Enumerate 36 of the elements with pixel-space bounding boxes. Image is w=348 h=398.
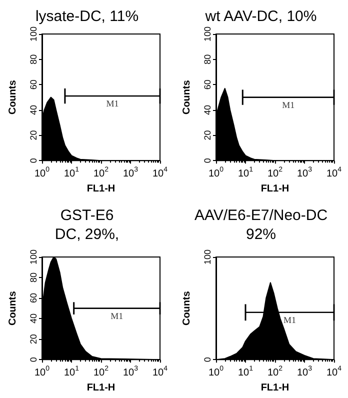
y-tick-label: 60 [202, 80, 212, 90]
y-tick-label: 40 [28, 314, 38, 324]
series-label: M1 [110, 310, 124, 321]
y-tick-label: 20 [28, 130, 38, 140]
x-axis-title: FL1-H [86, 184, 116, 194]
y-tick-label: 60 [28, 293, 38, 304]
y-axis-title: Counts [8, 290, 18, 326]
y-tick-label: 20 [202, 130, 212, 140]
y-tick-label: 100 [28, 26, 38, 42]
series-label: M1 [283, 314, 296, 325]
y-tick-label: 80 [28, 54, 38, 64]
y-tick-label: 40 [28, 104, 38, 115]
y-tick-label: 80 [202, 54, 212, 64]
chart-title: AAV/E6-E7/Neo-DC 92% [194, 207, 328, 243]
x-axis-title: FL1-H [260, 184, 290, 194]
y-tick-label: 0 [28, 357, 38, 362]
y-tick-label: 80 [28, 272, 38, 283]
y-tick-label: 0 [202, 357, 212, 362]
chart-title: wt AAV-DC, 10% [204, 8, 317, 25]
y-tick-label: 100 [202, 26, 212, 42]
x-axis-title: FL1-H [260, 382, 290, 394]
series-label: M1 [106, 98, 119, 109]
y-tick-label: 100 [28, 249, 38, 265]
y-tick-label: 0 [202, 158, 212, 164]
y-tick-label: 40 [202, 104, 212, 115]
y-axis-title: Counts [182, 80, 192, 115]
y-axis-title: Counts [8, 80, 18, 115]
chart-title: lysate-DC, 11% [35, 8, 139, 25]
y-tick-label: 20 [28, 334, 38, 344]
y-axis-title: Counts [182, 290, 192, 326]
chart-title: GST-E6 DC, 29%, [54, 207, 120, 243]
y-tick-label: 60 [28, 80, 38, 90]
series-label: M1 [282, 100, 295, 110]
x-axis-title: FL1-H [86, 382, 116, 394]
y-tick-label: 0 [28, 158, 38, 164]
y-tick-label: 100 [202, 249, 212, 265]
